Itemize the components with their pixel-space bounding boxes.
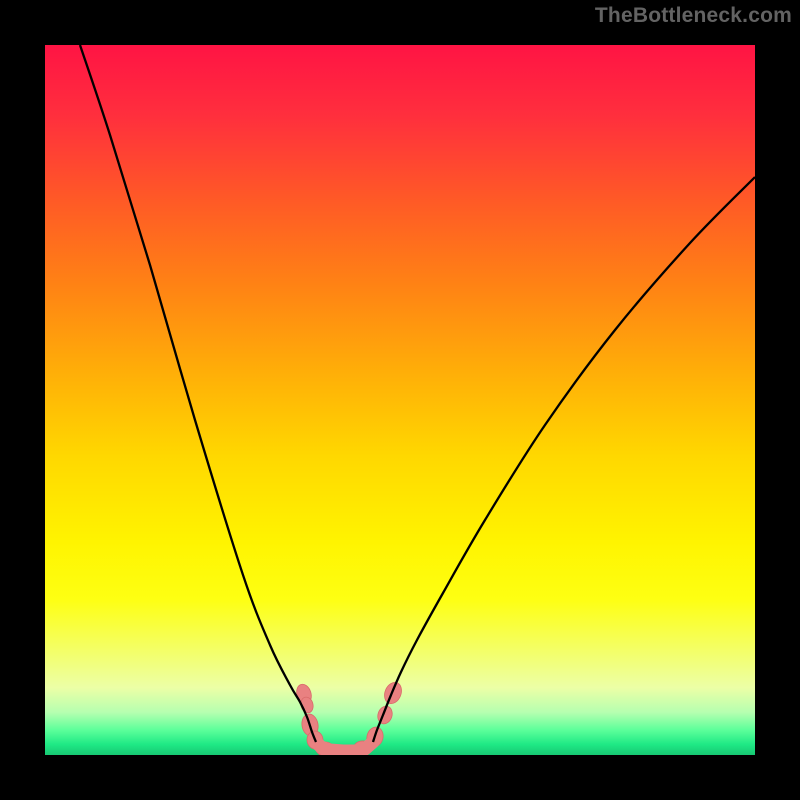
trough-band [316,742,373,751]
curve-right [373,177,755,742]
watermark-text: TheBottleneck.com [595,4,792,28]
plot-area [45,45,755,755]
curves-layer [45,45,755,755]
chart-frame: TheBottleneck.com [0,0,800,800]
curve-left [80,45,316,742]
